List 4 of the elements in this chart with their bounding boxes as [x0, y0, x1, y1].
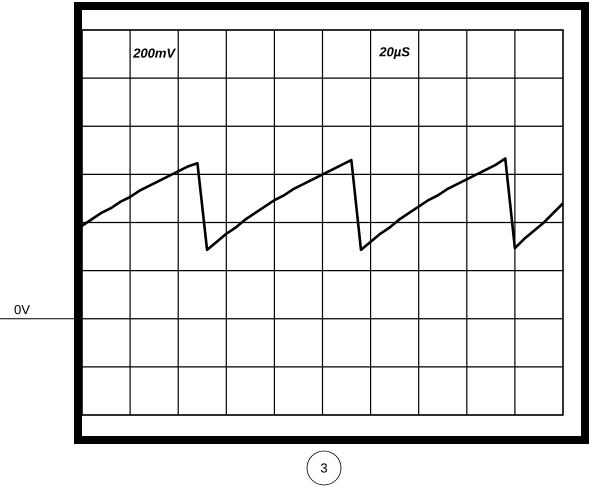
text: 20µS — [379, 47, 410, 59]
text: 3 — [320, 463, 328, 473]
ref-line-label: 0V — [14, 304, 30, 314]
text: 200mV — [132, 48, 176, 58]
